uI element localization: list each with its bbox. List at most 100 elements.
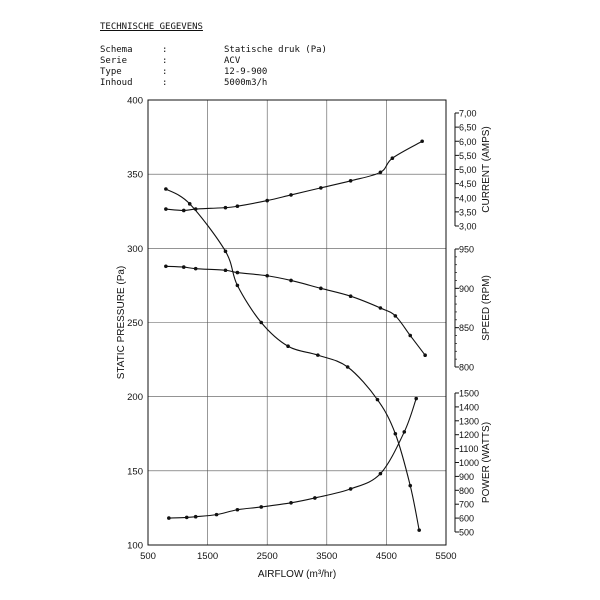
data-point-static-pressure <box>164 187 168 191</box>
right-axis-tick-label: 500 <box>459 528 474 538</box>
right-axis-tick-label: 1100 <box>459 444 478 454</box>
right-axis-tick-label: 1200 <box>459 430 479 440</box>
x-tick-label: 3500 <box>316 551 337 562</box>
data-point-current <box>181 208 186 213</box>
right-axis-tick-label: 4,50 <box>459 179 477 189</box>
x-tick-label: 500 <box>140 551 156 562</box>
header-label: Type <box>100 67 122 77</box>
header-row: Serie: ACV <box>100 56 327 67</box>
data-point-current <box>319 186 323 190</box>
header-separator: : <box>162 45 168 55</box>
data-point-speed <box>393 314 398 318</box>
x-tick-label: 1500 <box>197 551 218 562</box>
data-point-speed <box>223 268 228 273</box>
y-tick-label: 150 <box>127 466 143 477</box>
data-point-power <box>235 507 240 512</box>
data-point-current <box>348 179 353 183</box>
data-point-static-pressure <box>187 202 192 206</box>
data-point-static-pressure <box>286 344 290 349</box>
data-point-current <box>390 156 395 160</box>
data-point-static-pressure <box>223 249 228 254</box>
x-tick-label: 4500 <box>376 551 397 562</box>
right-axis-tick-label: 1000 <box>459 458 479 468</box>
right-axis-tick-label: 7,00 <box>459 109 477 119</box>
technical-header: TECHNISCHE GEGEVENS Schema: Statische dru… <box>100 22 327 89</box>
right-axis-tick-label: 900 <box>459 472 474 482</box>
data-point-speed <box>378 306 383 310</box>
right-axis-tick-label: 1300 <box>459 416 479 426</box>
x-axis-label: AIRFLOW (m³/hr) <box>258 569 336 580</box>
y-tick-label: 100 <box>127 541 143 552</box>
data-point-current <box>420 139 424 144</box>
data-point-current <box>289 193 293 197</box>
data-point-power <box>184 515 189 520</box>
data-point-current <box>378 170 383 175</box>
y-tick-label: 200 <box>127 392 143 403</box>
right-axis-tick-label: 6,50 <box>459 123 477 133</box>
x-tick-label: 2500 <box>257 551 278 562</box>
right-axis-tick-label: 950 <box>459 245 474 255</box>
data-point-speed <box>164 264 168 269</box>
data-point-static-pressure <box>345 365 350 369</box>
data-point-speed <box>235 270 240 275</box>
right-axis-tick-label: 3,00 <box>459 222 477 232</box>
header-label: Serie <box>100 56 128 66</box>
y-tick-label: 250 <box>127 318 143 329</box>
right-axis-tick-label: 600 <box>459 514 474 524</box>
right-axis-tick-label: 3,50 <box>459 207 477 217</box>
bottom-axis: 500 1500 2500 3500 4500 5500 <box>140 551 457 562</box>
header-title: TECHNISCHE GEGEVENS <box>100 22 203 32</box>
data-point-static-pressure <box>408 483 413 488</box>
right-axis-label: SPEED (RPM) <box>481 275 492 341</box>
right-axis-tick-label: 1500 <box>459 389 479 399</box>
data-point-current <box>164 207 168 211</box>
data-point-current <box>223 205 228 210</box>
series-line-static-pressure <box>165 188 420 531</box>
data-point-static-pressure <box>375 397 380 402</box>
header-separator: : <box>162 67 168 77</box>
header-value: ACV <box>224 56 241 66</box>
data-point-power <box>193 514 198 519</box>
left-axis: 100 150 200 250 300 350 400 <box>127 96 143 552</box>
data-point-static-pressure <box>235 283 240 288</box>
header-row: Schema: Statische druk (Pa) <box>100 45 327 56</box>
series-group <box>164 139 427 532</box>
plot-frame <box>147 99 447 546</box>
data-point-speed <box>265 273 270 278</box>
data-point-static-pressure <box>417 528 421 532</box>
right-axis-tick-label: 900 <box>459 284 474 294</box>
data-point-static-pressure <box>259 320 264 325</box>
data-point-current <box>265 198 270 203</box>
header-value: 12-9-900 <box>224 67 268 77</box>
data-point-current <box>235 204 240 209</box>
y-axis-label: STATIC PRESSURE (Pa) <box>116 266 127 380</box>
data-point-speed <box>423 353 427 358</box>
header-row: Type: 12-9-900 <box>100 67 327 78</box>
header-row: Inhoud: 5000m3/h <box>100 78 327 89</box>
right-axes: 3,00 3,50 4,00 4,50 5,00 5,50 6,00 6,50 7,00 CURR… <box>454 109 492 538</box>
right-axis-tick-label: 800 <box>459 363 474 373</box>
right-axis-tick-label: 1400 <box>459 402 479 412</box>
data-point-speed <box>181 265 186 269</box>
right-axis-tick-label: 4,00 <box>459 193 477 203</box>
data-point-speed <box>348 294 353 299</box>
series-line-power <box>168 398 417 519</box>
right-axis-label: CURRENT (AMPS) <box>481 126 492 212</box>
right-axis-tick-label: 5,50 <box>459 151 477 161</box>
data-point-static-pressure <box>316 353 320 357</box>
right-axis-label: POWER (WATTS) <box>481 422 492 503</box>
data-point-power <box>378 471 383 476</box>
y-tick-label: 300 <box>127 244 143 255</box>
data-point-current <box>193 207 198 211</box>
data-point-power <box>348 487 353 491</box>
header-rows: Schema: Statische druk (Pa) Serie: ACV Type:… <box>100 45 327 89</box>
right-axis-tick-label: 850 <box>459 323 474 333</box>
x-tick-label: 5500 <box>435 551 456 562</box>
header-label: Schema <box>100 45 133 55</box>
right-axis-tick-label: 5,00 <box>459 165 477 175</box>
data-point-speed <box>289 278 293 283</box>
header-value: 5000m3/h <box>224 78 268 88</box>
right-axis-tick-label: 6,00 <box>459 137 477 147</box>
data-point-static-pressure <box>393 431 398 436</box>
